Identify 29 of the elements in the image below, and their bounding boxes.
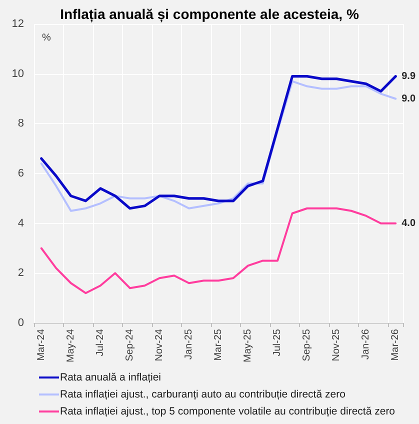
- y-tick-label: 4: [18, 217, 24, 230]
- x-tick-label: Sep-25: [302, 328, 313, 362]
- data-label: 9.9: [402, 70, 416, 82]
- y-tick-label: 12: [12, 18, 24, 30]
- legend-label: Rata inflației ajust., carburanți auto au contribuție directă zero: [60, 388, 346, 400]
- x-tick-label: Jan-26: [360, 328, 372, 360]
- x-tick-label: Jul-25: [272, 328, 284, 356]
- x-tick-label: May-24: [65, 328, 76, 362]
- y-tick-label: 6: [18, 168, 24, 180]
- x-tick-label: Jul-24: [94, 328, 106, 356]
- chart-title: Inflația anuală și componente ale acesteia, %: [60, 6, 360, 23]
- x-tick-label: Nov-24: [154, 328, 165, 362]
- x-tick-label: Mar-24: [36, 328, 47, 361]
- line-series: [40, 207, 397, 294]
- data-label: 4.0: [402, 218, 416, 229]
- x-tick-label: Mar-25: [213, 328, 224, 361]
- y-tick-label: 8: [18, 118, 24, 130]
- legend-label: Rata inflației ajust., top 5 componente volatile au contribuție directă zero: [60, 406, 396, 418]
- data-label: 9.0: [402, 93, 416, 104]
- x-tick-label: Jan-25: [183, 328, 194, 360]
- x-tick-label: Nov-25: [331, 328, 342, 362]
- y-tick-label: 0: [18, 317, 24, 329]
- x-tick-label: Mar-26: [390, 328, 402, 361]
- legend-label: Rata anuală a inflației: [60, 372, 161, 384]
- y-axis-title: %: [42, 32, 51, 44]
- x-tick-label: Sep-24: [124, 328, 136, 362]
- x-tick-label: May-25: [242, 328, 254, 362]
- y-tick-label: 2: [18, 267, 24, 280]
- y-tick-label: 10: [12, 68, 24, 80]
